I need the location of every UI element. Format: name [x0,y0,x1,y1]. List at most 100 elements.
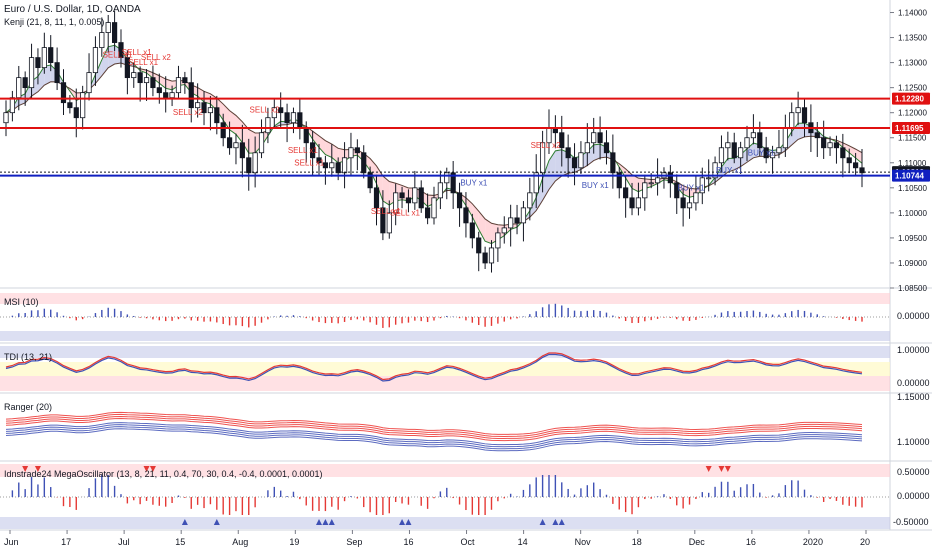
x-tick-label-6: Sep [346,537,362,547]
candle-body-68 [437,182,443,199]
candle-body-89 [571,157,578,169]
signal-label-10: SELL x2 [531,141,561,150]
x-tick-label-14: 2020 [803,537,823,547]
mega-buy-arrow-3 [322,519,329,525]
candle-body-15 [99,32,105,48]
candle-body-53 [341,157,348,174]
candle-body-34 [220,122,226,139]
symbol-title: Euro / U.S. Dollar, 1D, OANDA [4,4,141,15]
candle-body-37 [239,142,245,159]
cloud-segment-25 [159,75,166,89]
candle-body-124 [795,107,801,114]
cloud-segment-87 [555,149,562,181]
cloud-segment-51 [325,140,332,158]
candle-body-118 [757,132,763,149]
candle-body-108 [693,192,699,204]
candle-body-110 [706,177,712,180]
candle-body-14 [92,47,99,74]
x-tick-label-5: 19 [289,537,299,547]
candle-body-88 [565,147,571,159]
signal-label-12: BUY x1 [582,181,610,190]
cloud-segment-34 [216,98,224,121]
candle-body-0 [3,112,9,124]
tdi-lower-band [0,376,890,391]
candle-body-79 [508,217,514,229]
candle-body-120 [769,152,776,159]
signal-label-8: SELL x1 [371,207,401,216]
candle-body-134 [859,167,865,174]
candle-body-61 [393,192,399,214]
kenji-indicator-title: Kenji (21, 8, 11, 1, 0.005) [4,17,105,27]
cloud-segment-83 [529,197,537,218]
candle-body-64 [412,187,418,204]
candle-body-20 [131,72,137,79]
ranger-tick-0: 1.15000 [897,392,930,402]
candle-body-63 [405,197,412,204]
candle-body-87 [559,132,565,149]
candle-body-69 [444,172,450,184]
tdi-tick-1: 0.00000 [897,378,930,388]
signal-label-9: SELL x1 [390,208,420,217]
candle-body-94 [603,142,610,154]
y-tick-label-4: 1.12000 [898,109,927,118]
candle-body-1 [9,97,15,114]
candle-body-71 [456,192,463,209]
candle-body-31 [201,102,207,114]
mega-buy-arrow-7 [539,519,546,525]
candle-body-49 [316,157,322,164]
mega-pane-title: Idnstrade24 MegaOscillator (13, 8, 21, 1… [4,469,323,479]
ranger-band-6 [5,426,863,450]
candle-body-46 [297,112,303,129]
msi-upper-band [0,293,890,304]
candle-body-17 [111,22,118,43]
candle-body-18 [118,42,124,59]
signal-label-5: SELL x2 [250,106,280,115]
candle-body-8 [54,62,60,84]
candle-body-62 [399,192,405,199]
mega-sell-arrow-3 [149,466,156,472]
cloud-segment-115 [734,154,741,170]
candle-body-114 [731,142,737,159]
tdi-blue-line [5,353,863,382]
candle-body-105 [674,182,680,199]
candle-body-60 [386,212,392,234]
mega-tick-0: 0.50000 [897,467,930,477]
candle-body-117 [750,132,757,139]
ranger-band-0 [5,411,863,435]
candle-body-67 [431,197,437,219]
y-tick-label-8: 1.10000 [898,209,927,218]
x-tick-label-11: 18 [632,537,642,547]
candle-body-99 [635,197,642,209]
msi-tick-0: 0.00000 [897,311,930,321]
price-label-r1: 1.12280 [895,95,924,104]
price-label-bg-r2 [892,121,930,134]
candle-body-132 [846,157,852,164]
cloud-segment-50 [319,135,326,155]
candle-body-74 [476,237,482,254]
candle-body-90 [578,152,584,169]
signal-label-11: BUY x1 [460,178,488,187]
ranger-band-3 [5,417,863,442]
candle-body-72 [463,207,469,224]
tdi-upper-band [0,346,890,358]
candle-body-13 [86,72,92,94]
candle-body-109 [699,177,705,194]
signal-label-7: SELL x1 [294,158,324,167]
cloud-segment-113 [721,158,728,178]
x-tick-label-7: 16 [403,537,413,547]
candle-body-50 [322,162,329,169]
candle-body-97 [623,187,629,199]
candle-body-25 [163,92,169,99]
cloud-segment-17 [108,45,115,68]
mega-buy-arrow-4 [328,519,335,525]
msi-pane-title: MSI (10) [4,297,39,307]
tdi-pane-title: TDI (13, 21) [4,352,53,362]
x-tick-label-13: 16 [746,537,756,547]
y-tick-label-2: 1.13000 [898,59,927,68]
candle-body-127 [814,132,820,139]
candle-body-131 [840,147,846,159]
signal-label-1: SELL x1 [122,48,152,57]
candle-body-27 [175,77,182,94]
signal-label-0: SELL x1 [103,51,133,60]
